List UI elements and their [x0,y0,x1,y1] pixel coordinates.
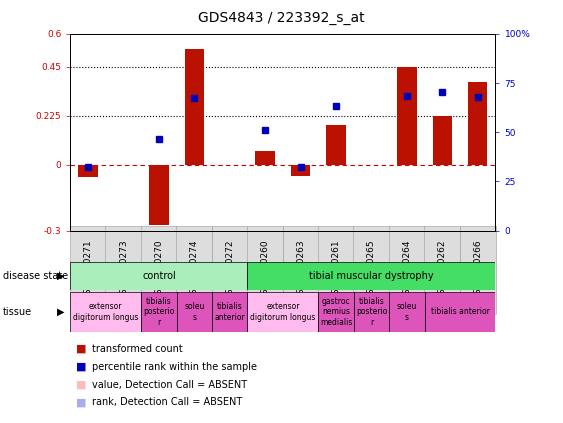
Text: tibialis
posterio
r: tibialis posterio r [143,297,175,327]
Text: rank, Detection Call = ABSENT: rank, Detection Call = ABSENT [92,397,242,407]
Bar [432,116,452,165]
Bar [318,292,354,332]
Text: ▶: ▶ [57,307,65,317]
Bar [354,292,389,332]
Text: tissue: tissue [3,307,32,317]
Text: ■: ■ [76,379,87,390]
Text: ■: ■ [76,397,87,407]
Bar [397,67,417,165]
Bar [248,262,495,290]
Text: value, Detection Call = ABSENT: value, Detection Call = ABSENT [92,379,247,390]
Text: GDS4843 / 223392_s_at: GDS4843 / 223392_s_at [198,11,365,25]
Text: tibialis
posterio
r: tibialis posterio r [356,297,387,327]
Text: tibialis anterior: tibialis anterior [431,308,489,316]
Text: tibialis
anterior: tibialis anterior [215,302,245,321]
Text: ▶: ▶ [57,271,65,281]
Bar [327,124,346,165]
Text: extensor
digitorum longus: extensor digitorum longus [250,302,316,321]
Text: ■: ■ [76,362,87,372]
Text: disease state: disease state [3,271,68,281]
Bar [70,262,248,290]
Text: soleu
s: soleu s [184,302,204,321]
Text: percentile rank within the sample: percentile rank within the sample [92,362,257,372]
Text: control: control [142,271,176,281]
Text: tibial muscular dystrophy: tibial muscular dystrophy [309,271,434,281]
Bar [256,151,275,165]
Bar [149,165,169,225]
Bar [177,292,212,332]
Bar [425,292,495,332]
Bar [141,292,177,332]
Bar [70,292,141,332]
Text: gastroc
nemius
medialis: gastroc nemius medialis [320,297,352,327]
Text: transformed count: transformed count [92,344,182,354]
Text: ■: ■ [76,344,87,354]
Bar [248,292,318,332]
Bar [212,292,248,332]
Bar [468,82,488,165]
Text: soleu
s: soleu s [397,302,417,321]
Bar [389,292,425,332]
Bar [291,165,310,176]
Text: extensor
digitorum longus: extensor digitorum longus [73,302,138,321]
Bar [185,49,204,165]
Bar [78,165,98,177]
